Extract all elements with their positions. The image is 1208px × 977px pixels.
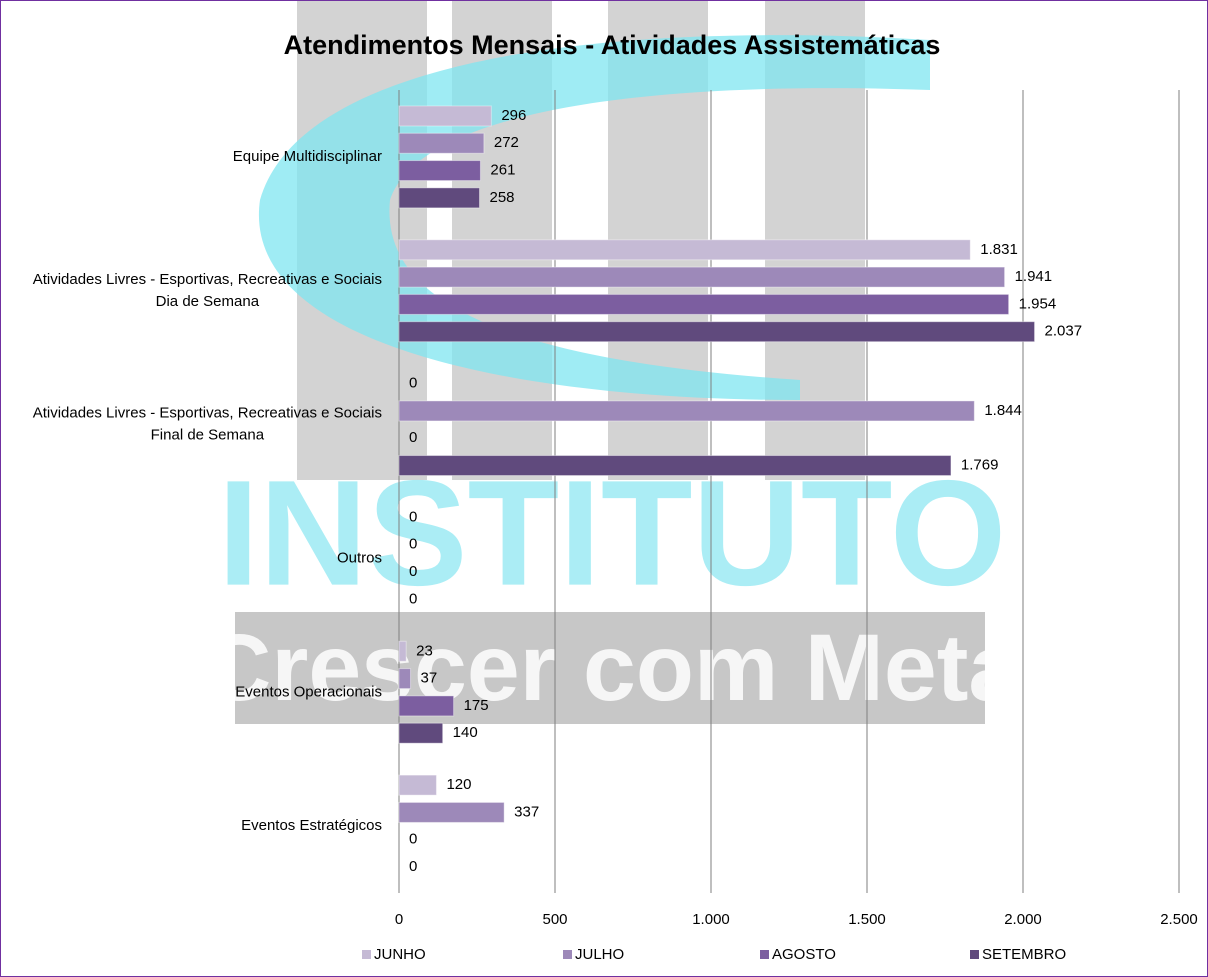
x-tick-label: 1.500 <box>848 911 886 928</box>
legend-swatch <box>563 950 572 959</box>
data-label: 1.769 <box>961 457 999 474</box>
data-label: 1.954 <box>1019 295 1057 312</box>
bar <box>398 668 412 690</box>
watermark-text: Crescer com Meta <box>203 615 1023 721</box>
data-label: 2.037 <box>1045 323 1083 340</box>
data-label: 23 <box>416 642 433 659</box>
bar <box>398 455 952 477</box>
x-tick-label: 0 <box>395 911 403 928</box>
bar <box>398 266 1006 288</box>
legend-swatch <box>760 950 769 959</box>
data-label: 0 <box>409 858 417 875</box>
x-tick-label: 2.000 <box>1004 911 1042 928</box>
data-label: 1.941 <box>1015 268 1053 285</box>
data-label: 120 <box>446 776 471 793</box>
y-tick-label: Atividades Livres - Esportivas, Recreati… <box>33 405 382 444</box>
data-label: 140 <box>453 724 478 741</box>
data-label: 37 <box>421 670 438 687</box>
data-label: 258 <box>489 189 514 206</box>
bar <box>398 774 437 796</box>
data-label: 0 <box>409 590 417 607</box>
data-label: 337 <box>514 803 539 820</box>
y-tick-label: Eventos Operacionais <box>235 683 382 700</box>
x-tick-label: 500 <box>542 911 567 928</box>
legend-swatch <box>970 950 979 959</box>
legend-label: AGOSTO <box>772 946 836 963</box>
data-label: 175 <box>464 697 489 714</box>
data-label: 272 <box>494 134 519 151</box>
x-tick-label: 2.500 <box>1160 911 1198 928</box>
bar <box>398 801 505 823</box>
data-label: 1.844 <box>984 402 1022 419</box>
data-label: 0 <box>409 536 417 553</box>
chart-title: Atendimentos Mensais - Atividades Assist… <box>284 30 941 60</box>
data-label: 0 <box>409 831 417 848</box>
bar <box>398 187 480 209</box>
bar <box>398 105 492 127</box>
legend-label: JUNHO <box>374 946 426 963</box>
data-label: 296 <box>501 107 526 124</box>
watermark-text: INSTITUTO <box>218 449 1007 617</box>
bar <box>398 293 1010 315</box>
legend-label: SETEMBRO <box>982 946 1066 963</box>
data-label: 0 <box>409 508 417 525</box>
bar <box>398 160 481 182</box>
y-tick-label: Eventos Estratégicos <box>241 817 382 834</box>
bar <box>398 400 975 422</box>
bar <box>398 695 455 717</box>
bar <box>398 722 444 744</box>
bar <box>398 640 407 662</box>
data-label: 261 <box>490 162 515 179</box>
data-label: 0 <box>409 375 417 392</box>
data-label: 0 <box>409 429 417 446</box>
data-label: 1.831 <box>980 241 1018 258</box>
legend-label: JULHO <box>575 946 624 963</box>
x-tick-label: 1.000 <box>692 911 730 928</box>
y-tick-label: Outros <box>337 549 382 566</box>
data-label: 0 <box>409 563 417 580</box>
bar <box>398 239 971 261</box>
bar <box>398 321 1036 343</box>
y-tick-label: Atividades Livres - Esportivas, Recreati… <box>33 271 382 310</box>
y-tick-label: Equipe Multidisciplinar <box>233 148 382 165</box>
bar <box>398 132 485 154</box>
legend-swatch <box>362 950 371 959</box>
